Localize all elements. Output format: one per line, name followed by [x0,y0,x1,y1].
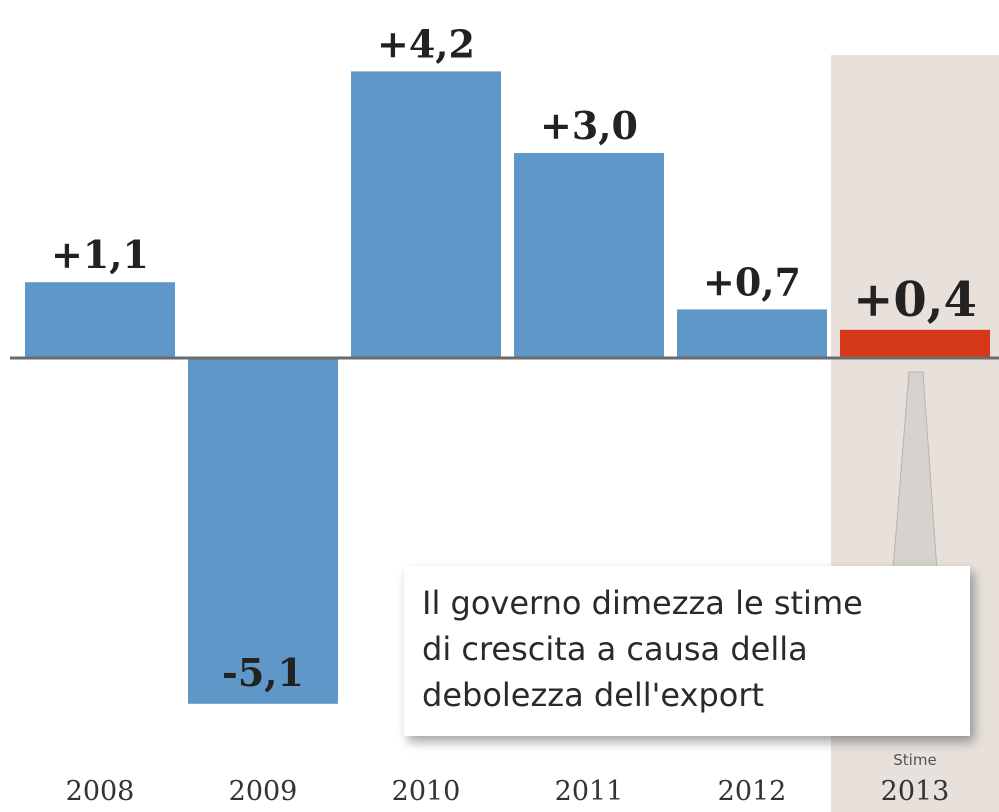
annotation-box: Il governo dimezza le stime di crescita … [404,566,970,736]
bar-2010 [351,71,501,358]
year-label-2012: 2012 [718,776,787,807]
year-label-2009: 2009 [229,776,298,807]
value-label-2013: +0,4 [853,272,977,328]
value-label-2008: +1,1 [51,232,149,277]
value-label-2011: +3,0 [540,103,638,148]
bar-2011 [514,153,664,357]
year-label-2011: 2011 [555,776,624,807]
bar-2008 [25,282,175,357]
annotation-text: Il governo dimezza le stime di crescita … [422,584,863,714]
year-label-2013: 2013 [881,776,950,807]
bar-2013 [840,329,990,357]
value-label-2010: +4,2 [377,21,475,66]
year-label-2008: 2008 [66,776,135,807]
estimate-label: Stime [893,751,936,769]
value-label-2009: -5,1 [222,650,304,695]
bar-2009 [188,357,338,704]
value-label-2012: +0,7 [703,259,801,304]
bar-2012 [677,309,827,357]
year-label-2010: 2010 [392,776,461,807]
